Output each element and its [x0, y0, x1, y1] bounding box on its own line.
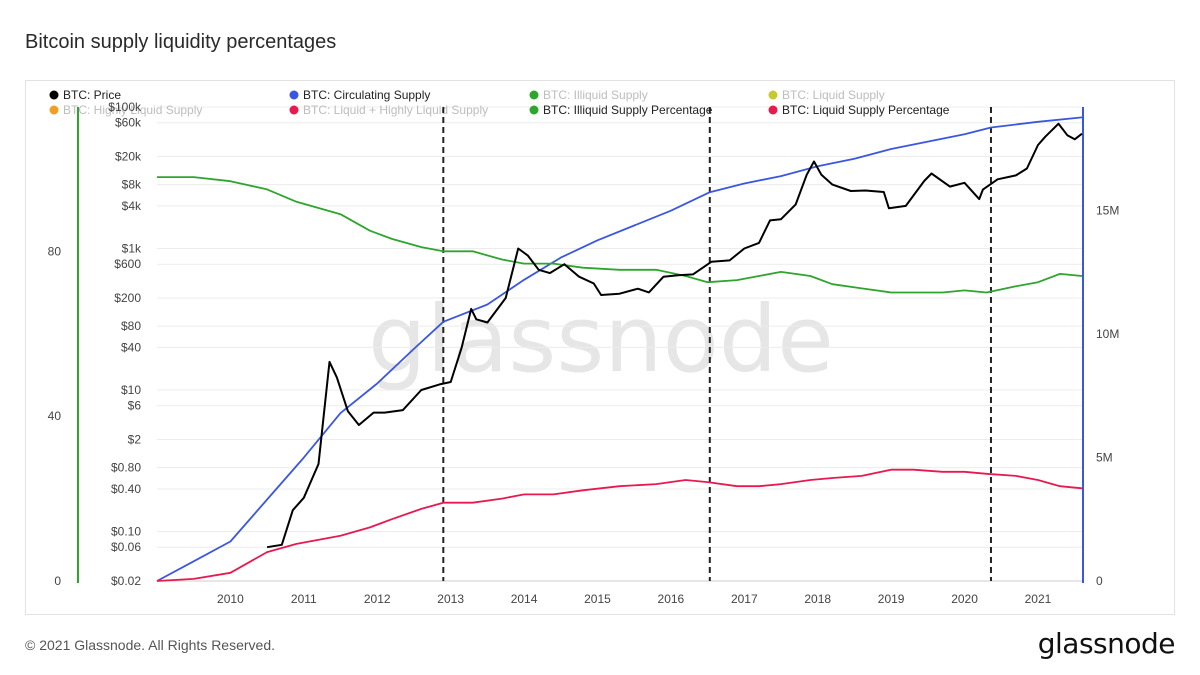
x-tick-label: 2016: [658, 592, 685, 606]
legend-marker: [530, 106, 539, 115]
series-line: [157, 470, 1082, 581]
price-tick-label: $60k: [115, 116, 142, 130]
x-tick-label: 2020: [951, 592, 978, 606]
price-tick-label: $2: [128, 432, 142, 446]
x-tick-label: 2014: [511, 592, 538, 606]
chart-canvas: glassnode BTC: Price BTC: Circulating Sup…: [26, 81, 1174, 614]
price-tick-label: $0.02: [111, 574, 141, 588]
legend-marker: [290, 106, 299, 115]
legend-label: BTC: Illiquid Supply Percentage: [543, 103, 713, 117]
price-tick-label: $0.80: [111, 461, 141, 475]
legend-label: BTC: Liquid + Highly Liquid Supply: [303, 103, 488, 117]
supply-tick-label: 5M: [1096, 451, 1113, 465]
legend-marker: [769, 91, 778, 100]
price-tick-label: $0.40: [111, 482, 141, 496]
percent-tick-label: 80: [48, 244, 62, 258]
brand-logo: glassnode: [1038, 627, 1175, 660]
chart-panel: glassnode BTC: Price BTC: Circulating Sup…: [25, 80, 1175, 615]
legend-label: BTC: Liquid Supply: [782, 88, 885, 102]
price-tick-label: $100k: [108, 100, 142, 114]
supply-tick-label: 15M: [1096, 204, 1119, 218]
percent-tick-label: 40: [48, 409, 62, 423]
legend-marker: [290, 91, 299, 100]
price-tick-label: $600: [114, 257, 141, 271]
legend-marker: [50, 91, 59, 100]
price-tick-label: $6: [128, 399, 142, 413]
supply-tick-label: 0: [1096, 574, 1103, 588]
x-tick-label: 2021: [1025, 592, 1052, 606]
price-tick-label: $200: [114, 291, 141, 305]
price-tick-label: $40: [121, 340, 141, 354]
x-tick-label: 2011: [291, 592, 317, 606]
price-tick-label: $80: [121, 319, 141, 333]
x-tick-label: 2012: [364, 592, 391, 606]
legend-label: BTC: Illiquid Supply: [543, 88, 648, 102]
legend: BTC: Price BTC: Circulating Supply BTC: Il…: [50, 88, 950, 117]
price-tick-label: $10: [121, 383, 141, 397]
legend-marker: [769, 106, 778, 115]
price-tick-label: $0.06: [111, 540, 141, 554]
series-line: [157, 177, 1082, 292]
watermark: glassnode: [368, 286, 834, 393]
x-tick-label: 2013: [437, 592, 464, 606]
x-tick-label: 2019: [878, 592, 905, 606]
legend-marker: [530, 91, 539, 100]
percent-tick-label: 0: [54, 574, 61, 588]
legend-label: BTC: Circulating Supply: [303, 88, 430, 102]
legend-marker: [50, 106, 59, 115]
price-tick-label: $1k: [122, 242, 142, 256]
copyright-footer: © 2021 Glassnode. All Rights Reserved.: [25, 637, 275, 653]
chart-title: Bitcoin supply liquidity percentages: [25, 31, 336, 54]
price-tick-label: $0.10: [111, 525, 141, 539]
x-tick-label: 2015: [584, 592, 611, 606]
x-tick-label: 2017: [731, 592, 758, 606]
x-tick-label: 2010: [217, 592, 244, 606]
price-tick-label: $8k: [122, 178, 142, 192]
supply-tick-label: 10M: [1096, 327, 1119, 341]
legend-label: BTC: Liquid Supply Percentage: [782, 103, 950, 117]
x-tick-label: 2018: [804, 592, 831, 606]
price-tick-label: $20k: [115, 149, 142, 163]
price-tick-label: $4k: [122, 199, 142, 213]
